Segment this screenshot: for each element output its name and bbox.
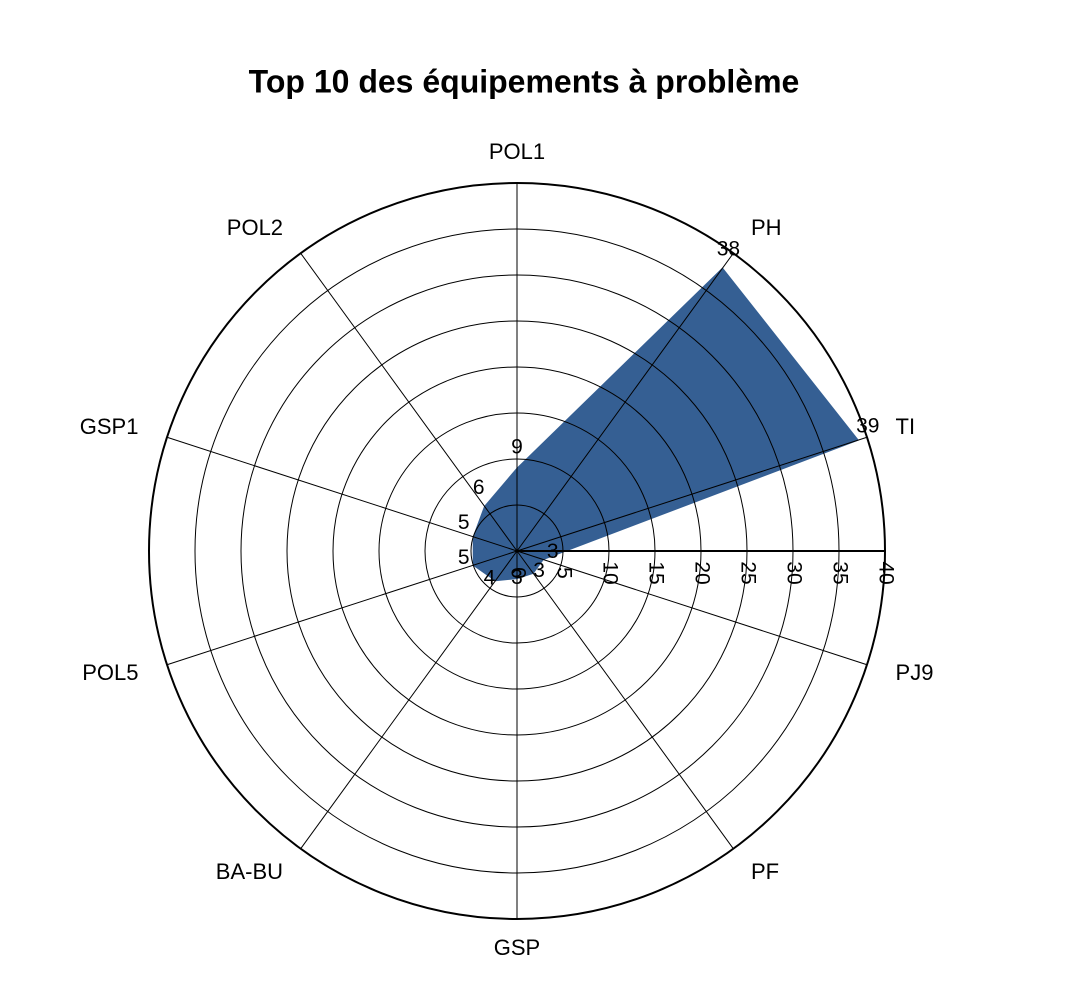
- value-label: 3: [547, 540, 559, 563]
- spoke: [166, 436, 518, 552]
- r-tick-label: 5: [552, 567, 575, 579]
- spoke: [516, 550, 868, 666]
- category-label: BA-BU: [216, 859, 283, 884]
- value-label: 38: [717, 238, 740, 261]
- value-label: 5: [458, 511, 470, 534]
- category-label: POL2: [227, 215, 283, 240]
- spoke: [516, 550, 734, 850]
- value-label: 3: [511, 566, 523, 589]
- value-label: 5: [458, 546, 470, 569]
- r-tick-label: 25: [736, 561, 759, 584]
- r-tick-label: 35: [828, 561, 851, 584]
- chart-title: Top 10 des équipements à problème: [249, 63, 800, 99]
- spoke: [300, 252, 518, 552]
- r-tick-label: 0: [506, 567, 529, 579]
- category-label: PF: [751, 859, 779, 884]
- category-label: PH: [751, 215, 782, 240]
- r-tick-label: 30: [782, 561, 805, 584]
- spoke: [300, 550, 518, 850]
- r-tick-label: 40: [874, 561, 897, 584]
- value-label: 6: [473, 476, 485, 499]
- value-label: 3: [533, 559, 545, 582]
- spoke: [516, 252, 734, 552]
- category-label: POL1: [489, 139, 545, 164]
- value-label: 4: [484, 566, 496, 589]
- value-label: 39: [856, 415, 879, 438]
- category-label: GSP: [494, 935, 540, 960]
- category-label: PJ9: [896, 660, 934, 685]
- category-label: TI: [896, 414, 916, 439]
- r-tick-label: 15: [644, 561, 667, 584]
- category-label: POL5: [82, 660, 138, 685]
- category-label: GSP1: [80, 414, 139, 439]
- value-label: 9: [511, 436, 523, 459]
- spoke: [516, 436, 868, 552]
- r-tick-label: 20: [690, 561, 713, 584]
- spoke: [166, 550, 518, 666]
